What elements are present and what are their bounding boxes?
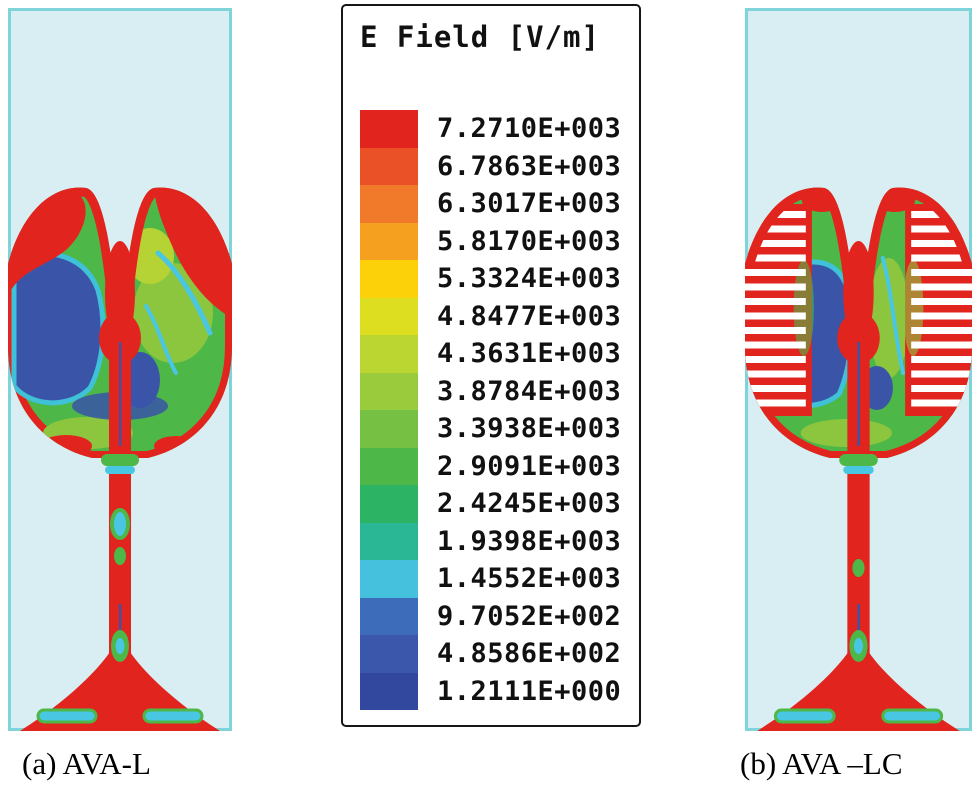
colorbar-row: 5.8170E+003	[360, 222, 622, 260]
colorbar-value: 1.2111E+000	[437, 675, 622, 707]
colorbar-swatch	[360, 522, 418, 560]
colorbar-value: 3.3938E+003	[437, 413, 622, 445]
colorbar-value: 7.2710E+003	[437, 113, 622, 145]
colorbar-row: 1.2111E+000	[360, 672, 622, 710]
colorbar-row: 4.8477E+003	[360, 297, 622, 335]
colorbar-value: 4.3631E+003	[437, 338, 622, 370]
colorbar-row: 3.3938E+003	[360, 410, 621, 448]
colorbar-row: 4.3631E+003	[360, 335, 621, 373]
colorbar-swatch	[360, 297, 418, 335]
colorbar-row: 6.3017E+003	[360, 185, 621, 223]
ava-l-field-plot	[8, 8, 232, 731]
colorbar-value: 3.8784E+003	[437, 375, 622, 407]
colorbar-row: 6.7863E+003	[360, 147, 622, 185]
colorbar-swatch	[360, 560, 418, 598]
colorbar-row: 5.3324E+003	[360, 260, 621, 298]
colorbar-row: 9.7052E+002	[360, 597, 622, 635]
colorbar-value: 2.9091E+003	[437, 450, 622, 482]
colorbar-swatch	[360, 110, 418, 148]
colorbar-row: 3.8784E+003	[360, 372, 622, 410]
colorbar-swatch	[360, 597, 418, 635]
colorbar-row: 4.8586E+002	[360, 635, 621, 673]
colorbar-legend: E Field [V/m] 7.2710E+003 6.7863E+003 6.30…	[341, 4, 641, 727]
field-plot-ava-l	[8, 8, 232, 731]
colorbar-value: 9.7052E+002	[437, 600, 622, 632]
feed-line	[839, 332, 878, 731]
caption-ava-lc: (b) AVA –LC	[740, 746, 903, 781]
bottom-fan	[20, 630, 220, 731]
colorbar-swatch	[360, 410, 418, 448]
colorbar-swatch	[360, 635, 418, 673]
colorbar-swatch	[360, 185, 418, 223]
colorbar-row: 1.4552E+003	[360, 560, 621, 598]
colorbar-value: 4.8586E+002	[437, 638, 622, 670]
colorbar-row: 2.4245E+003	[360, 485, 621, 523]
colorbar-value: 4.8477E+003	[437, 300, 622, 332]
colorbar-value: 5.3324E+003	[437, 263, 622, 295]
colorbar-swatch	[360, 147, 418, 185]
colorbar-row: 1.9398E+003	[360, 522, 622, 560]
colorbar-value: 1.4552E+003	[437, 563, 622, 595]
colorbar-swatch	[360, 447, 418, 485]
colorbar-value: 1.9398E+003	[437, 525, 622, 557]
colorbar-row: 2.9091E+003	[360, 447, 622, 485]
colorbar-value: 5.8170E+003	[437, 225, 622, 257]
colorbar-swatch	[360, 260, 418, 298]
ava-lc-field-plot	[745, 8, 972, 731]
legend-title: E Field [V/m]	[360, 20, 600, 54]
caption-ava-l: (a) AVA-L	[22, 746, 151, 781]
colorbar-swatch	[360, 335, 418, 373]
colorbar-swatch	[360, 672, 418, 710]
colorbar-swatch	[360, 222, 418, 260]
feed-line	[101, 332, 139, 731]
colorbar-value: 2.4245E+003	[437, 488, 622, 520]
colorbar-value: 6.7863E+003	[437, 150, 622, 182]
colorbar-swatch	[360, 485, 418, 523]
colorbar: 7.2710E+003 6.7863E+003 6.3017E+003 5.8170E…	[360, 110, 621, 710]
field-plot-ava-lc	[745, 8, 972, 731]
bottom-fan	[757, 630, 960, 731]
colorbar-row: 7.2710E+003	[360, 110, 621, 148]
colorbar-value: 6.3017E+003	[437, 188, 622, 220]
colorbar-swatch	[360, 372, 418, 410]
